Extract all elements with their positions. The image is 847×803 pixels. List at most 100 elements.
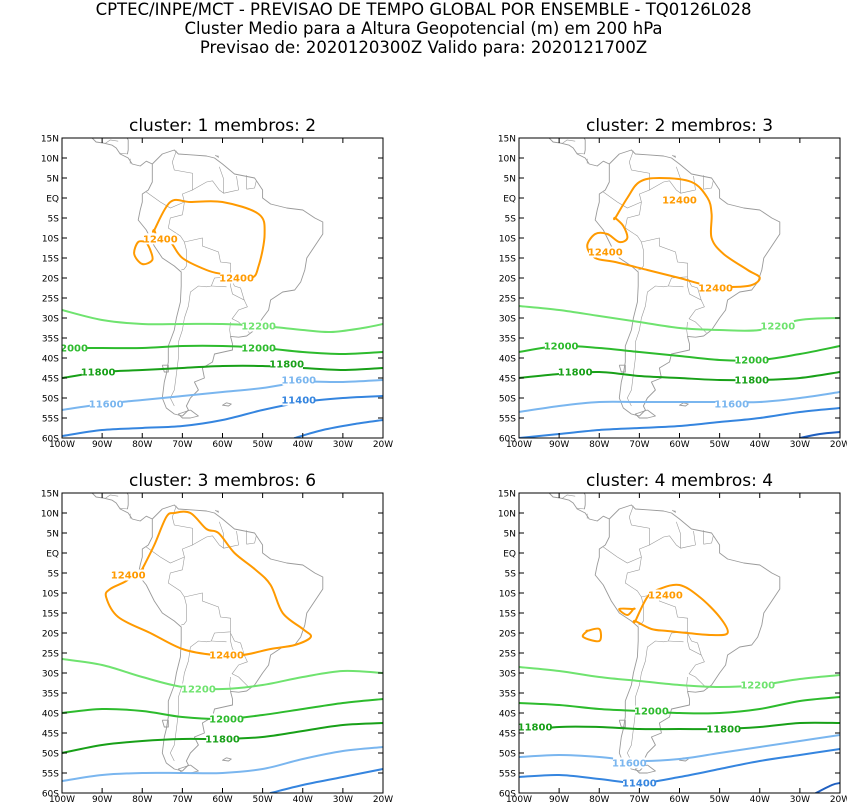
country-border — [686, 676, 688, 692]
lat-tick-label: 30S — [499, 670, 516, 680]
lat-tick-label: 55S — [499, 415, 516, 425]
lat-tick-label: 25S — [499, 295, 516, 305]
lon-tick-label: 80W — [589, 440, 609, 450]
contour-label-bg — [81, 366, 115, 378]
contour-label: 12000 — [209, 715, 244, 726]
coastline — [215, 509, 219, 513]
country-border — [246, 536, 257, 545]
country-border — [668, 640, 684, 643]
country-border — [626, 592, 688, 762]
lon-tick-label: 100W — [506, 795, 532, 803]
lat-tick-label: 15S — [499, 255, 516, 265]
country-border — [231, 654, 250, 689]
contour-line — [62, 344, 383, 355]
lat-tick-label: 10N — [498, 155, 516, 165]
lat-tick-label: 50S — [42, 750, 59, 760]
contour-label: 11600 — [281, 376, 316, 387]
lon-tick-label: 40W — [750, 795, 770, 803]
coastline — [222, 402, 232, 407]
coastline — [118, 493, 129, 510]
coastline — [177, 764, 199, 774]
lat-tick-label: 55S — [499, 770, 516, 780]
map-area: 12400 12400 12200 12000 11800 — [62, 493, 383, 793]
lat-tick-label: EQ — [503, 195, 516, 205]
country-border — [169, 592, 231, 762]
contour-label-bg — [613, 757, 646, 769]
contour-label-bg — [144, 233, 177, 245]
country-border — [246, 181, 257, 190]
country-border — [624, 214, 644, 271]
lon-tick-label: 100W — [49, 795, 75, 803]
lat-tick-label: 15N — [498, 135, 516, 145]
contour-label-bg — [707, 723, 740, 735]
lat-tick-label: 55S — [42, 415, 59, 425]
country-border — [561, 494, 576, 499]
contour-label-bg — [761, 320, 795, 332]
lat-tick-label: EQ — [503, 550, 516, 560]
contour-label-bg — [558, 366, 592, 378]
contour-line — [104, 510, 312, 657]
contour-label: 12200 — [740, 681, 775, 692]
contour-label: 11800 — [81, 368, 116, 379]
contour-label-bg — [111, 569, 145, 581]
lon-tick-label: 20W — [373, 795, 393, 803]
contour-line — [581, 627, 603, 643]
header-line-3: Previsao de: 2020120300Z Valido para: 20… — [199, 38, 648, 57]
contour-label-bg — [735, 374, 768, 386]
contour-label: 11800 — [205, 735, 240, 746]
coastline — [679, 402, 689, 407]
lon-tick-label: 60W — [669, 440, 689, 450]
contour-label: 12400 — [111, 571, 146, 582]
country-border — [236, 175, 239, 191]
contour-label: 12000 — [634, 707, 669, 718]
lat-tick-label: 15N — [41, 490, 59, 500]
lon-tick-label: 80W — [589, 795, 609, 803]
country-border — [628, 505, 650, 570]
lat-tick-label: 10N — [41, 155, 59, 165]
lon-tick-label: 80W — [132, 795, 152, 803]
panel-title: cluster: 4 membros: 4 — [586, 471, 773, 491]
coastline — [91, 138, 153, 167]
map-area: 12400 12400 12200 2000 12000 11800 11800 11600 1… — [62, 138, 383, 438]
contour-label-bg — [210, 649, 243, 661]
panel-title: cluster: 2 membros: 3 — [586, 116, 773, 136]
lon-tick-label: 90W — [549, 795, 569, 803]
lon-tick-label: 60W — [212, 795, 232, 803]
panel-title: cluster: 3 membros: 6 — [129, 471, 316, 491]
country-border — [236, 530, 239, 546]
lat-tick-label: 10S — [499, 235, 516, 245]
country-border — [171, 505, 193, 570]
country-border — [104, 139, 119, 144]
coastline — [672, 154, 676, 158]
country-border — [624, 569, 644, 626]
lon-tick-label: 70W — [172, 795, 192, 803]
lon-tick-label: 20W — [830, 795, 847, 803]
lat-tick-label: 40S — [499, 355, 516, 365]
lon-tick-label: 30W — [790, 795, 810, 803]
lat-tick-label: EQ — [46, 550, 59, 560]
country-border — [171, 150, 193, 215]
lat-tick-label: 25S — [42, 650, 59, 660]
lon-tick-label: 40W — [293, 440, 313, 450]
contour-label: 12400 — [662, 196, 697, 207]
lat-tick-label: 35S — [499, 335, 516, 345]
lat-tick-label: 45S — [499, 375, 516, 385]
lon-tick-label: 100W — [506, 440, 532, 450]
lon-tick-label: 70W — [629, 795, 649, 803]
coastline — [137, 149, 324, 417]
header-line-2: Cluster Medio para a Altura Geopotencial… — [184, 19, 663, 38]
lat-tick-label: 5N — [504, 175, 516, 185]
lat-tick-label: 10N — [41, 510, 59, 520]
lat-tick-label: 25S — [499, 650, 516, 660]
lat-tick-label: 20S — [499, 630, 516, 640]
contour-label-bg — [589, 246, 622, 258]
lon-tick-label: 50W — [252, 440, 272, 450]
coastline — [594, 504, 781, 772]
contour-line — [62, 658, 383, 691]
lon-tick-label: 80W — [132, 440, 152, 450]
contour-label: 12400 — [219, 274, 254, 285]
contour-label-bg — [220, 272, 253, 284]
lon-tick-label: 90W — [549, 440, 569, 450]
map-frame — [518, 492, 841, 794]
lon-tick-label: 50W — [709, 440, 729, 450]
